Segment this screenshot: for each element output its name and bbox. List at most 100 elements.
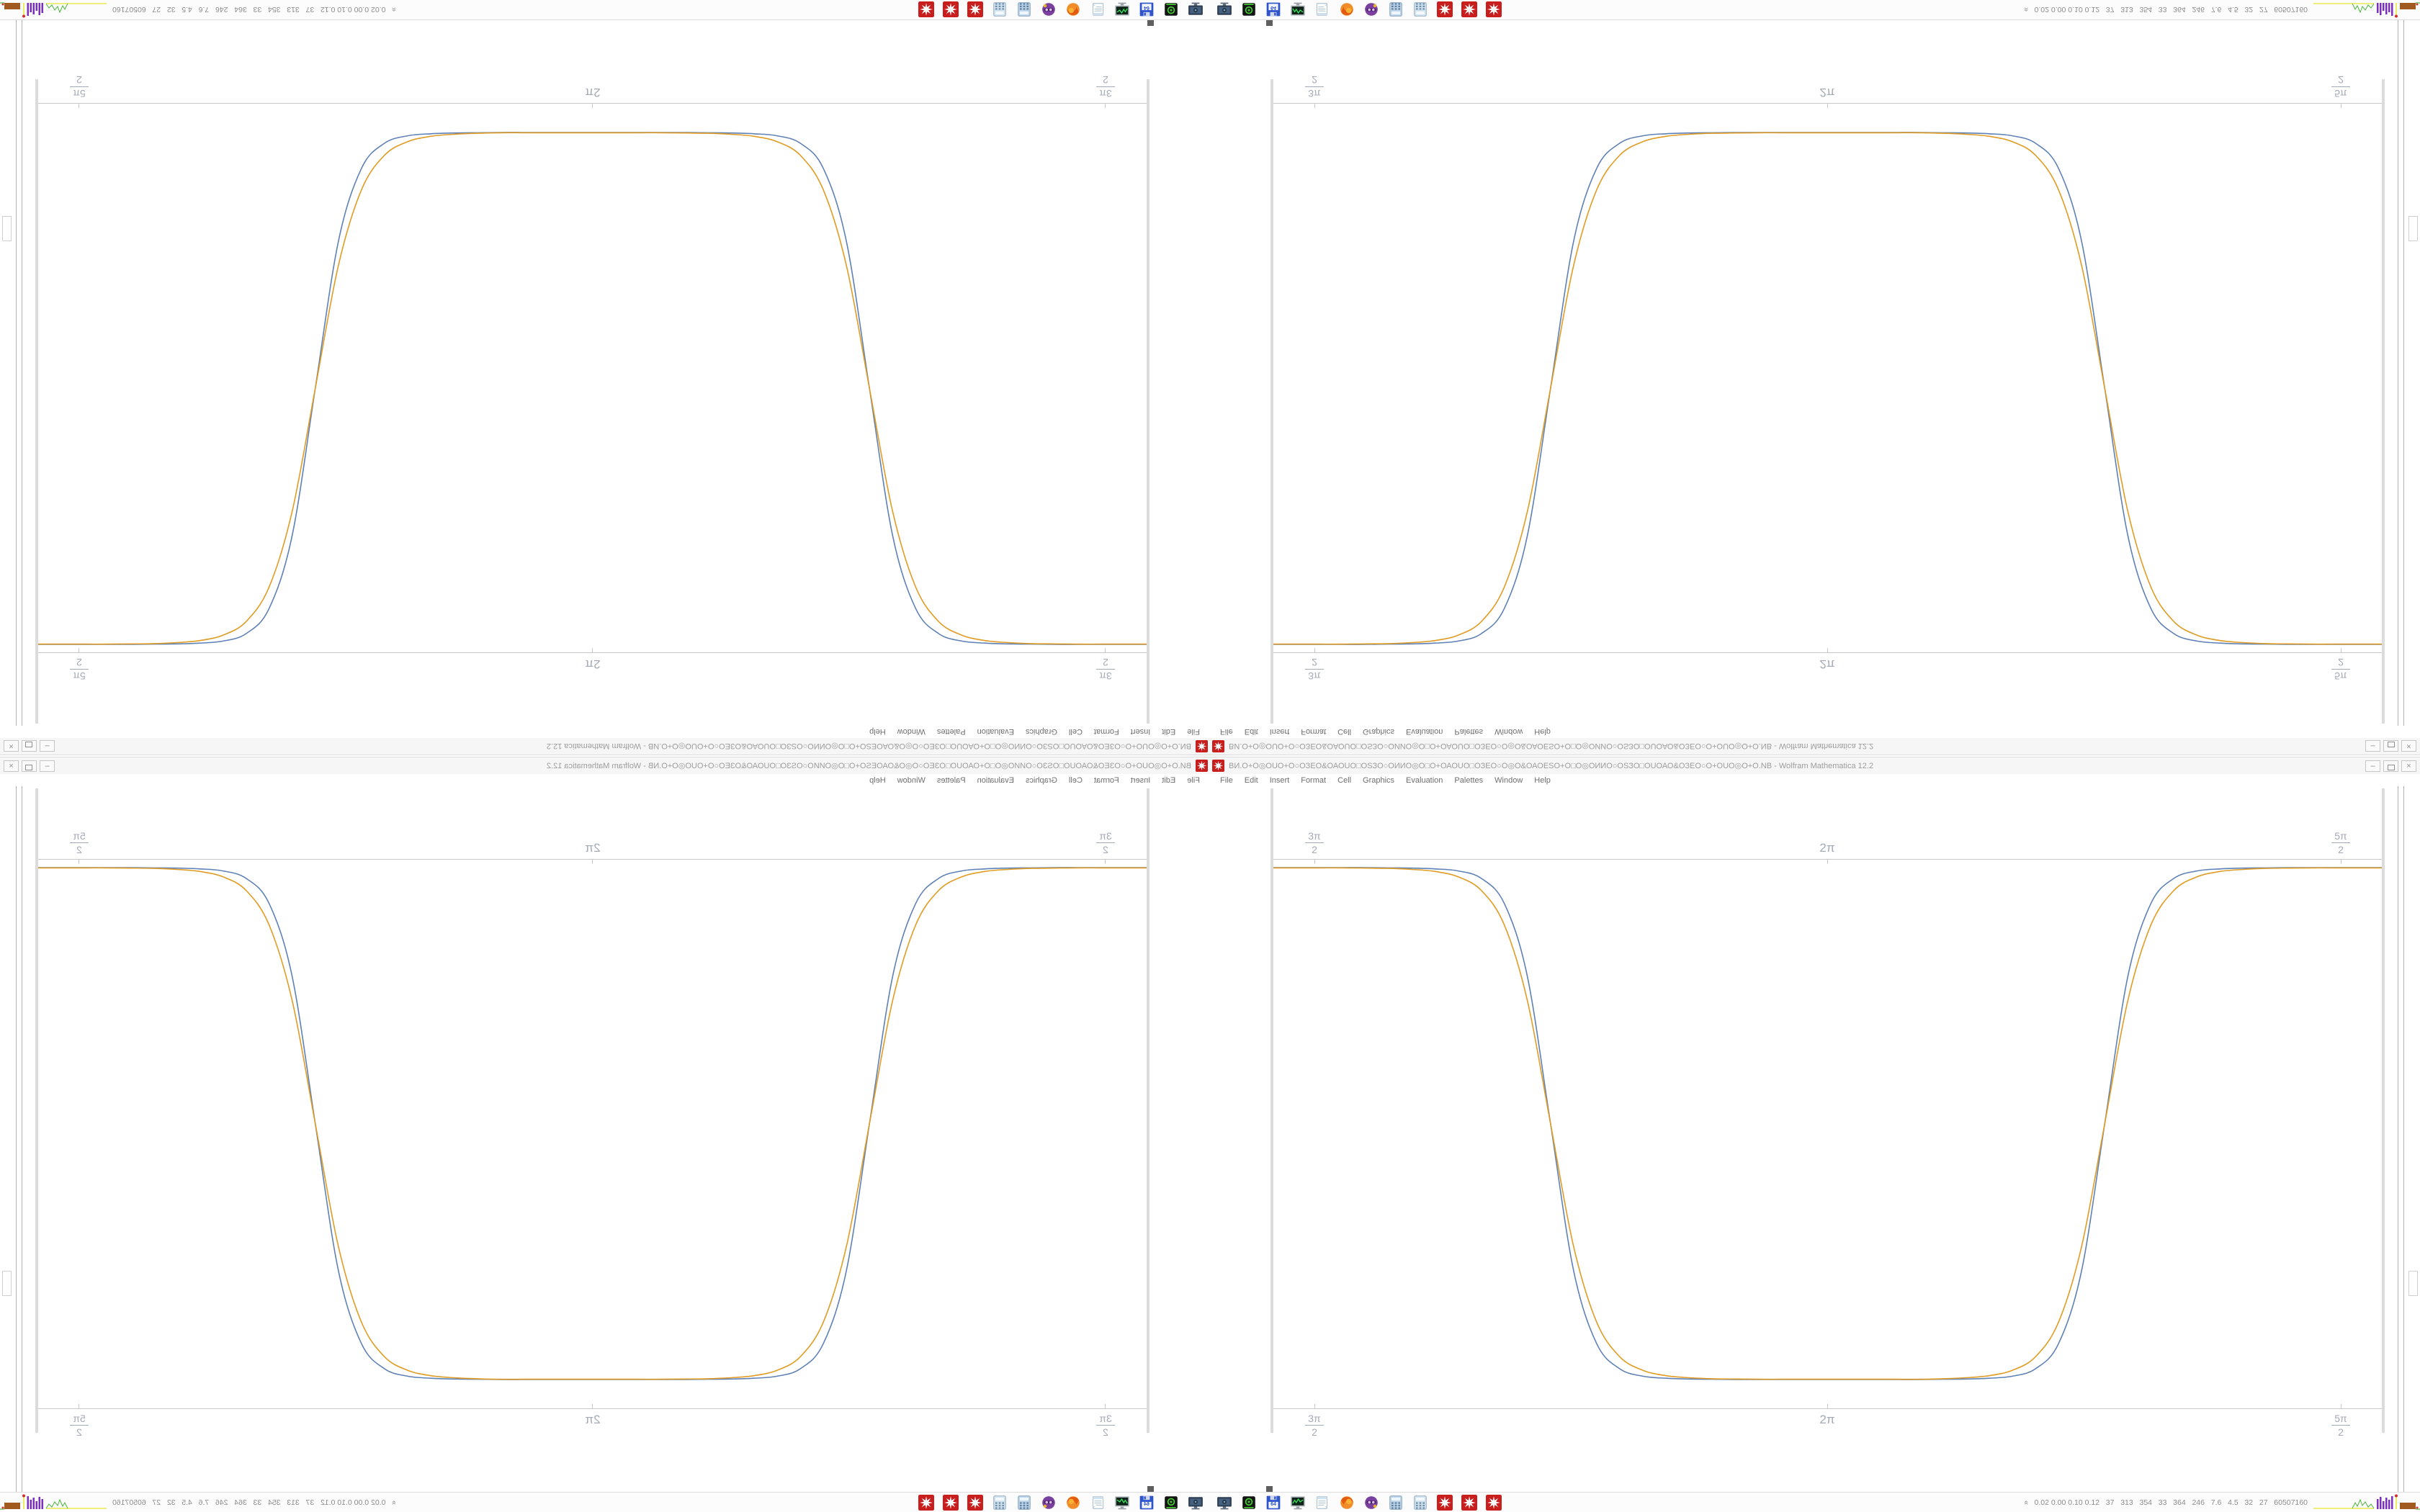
restore-button[interactable] bbox=[22, 740, 37, 752]
menu-file[interactable]: File bbox=[1220, 727, 1233, 736]
calculator-icon[interactable] bbox=[1016, 1495, 1032, 1511]
menu-palettes[interactable]: Palettes bbox=[936, 776, 966, 785]
menu-evaluation[interactable]: Evaluation bbox=[977, 776, 1014, 785]
window-titlebar[interactable]: ВИ.О+О◎ОUО+О○ОЗЕО&ОАОUО□ОЅЗО○ОИИО◎О□О+ОА… bbox=[1210, 738, 2420, 755]
menu-cell[interactable]: Cell bbox=[1337, 776, 1352, 785]
menu-format[interactable]: Format bbox=[1301, 727, 1327, 736]
vertical-scrollbar-thumb[interactable] bbox=[2408, 216, 2418, 241]
c64-floppy-icon[interactable]: 64 bbox=[1265, 1495, 1281, 1511]
vertical-scrollbar-thumb[interactable] bbox=[2, 1271, 12, 1296]
window-titlebar[interactable]: ВИ.О+О◎ОUО+О○ОЗЕО&ОАОUО□ОЅЗО○ОИИО◎О□О+ОА… bbox=[0, 738, 1210, 755]
mathematica-1-icon[interactable] bbox=[967, 1, 983, 18]
menu-window[interactable]: Window bbox=[1494, 776, 1523, 785]
close-button[interactable]: × bbox=[4, 740, 19, 752]
menu-help[interactable]: Help bbox=[1534, 727, 1551, 736]
menu-graphics[interactable]: Graphics bbox=[1025, 727, 1057, 736]
purple-avatar-icon[interactable] bbox=[1363, 2, 1379, 18]
menu-window[interactable]: Window bbox=[1494, 727, 1523, 736]
notepad-icon[interactable] bbox=[1314, 2, 1330, 18]
system-monitor-icon[interactable] bbox=[1114, 1495, 1130, 1511]
menu-evaluation[interactable]: Evaluation bbox=[1406, 776, 1443, 785]
menu-help[interactable]: Help bbox=[1534, 776, 1551, 785]
menu-window[interactable]: Window bbox=[897, 727, 926, 736]
mathematica-3-icon[interactable] bbox=[918, 1, 934, 18]
mathematica-2-icon[interactable] bbox=[943, 1, 959, 18]
mathematica-2-icon[interactable] bbox=[1461, 1494, 1477, 1511]
calculator-alt-icon[interactable] bbox=[1412, 2, 1428, 18]
menu-insert[interactable]: Insert bbox=[1269, 727, 1290, 736]
restore-button[interactable] bbox=[22, 760, 37, 772]
calculator-alt-icon[interactable] bbox=[992, 2, 1008, 18]
menu-format[interactable]: Format bbox=[1301, 776, 1327, 785]
menu-file[interactable]: File bbox=[1220, 776, 1233, 785]
menu-window[interactable]: Window bbox=[897, 776, 926, 785]
menu-evaluation[interactable]: Evaluation bbox=[1406, 727, 1443, 736]
mathematica-3-icon[interactable] bbox=[918, 1494, 934, 1511]
emulator-device-icon[interactable] bbox=[1163, 1495, 1179, 1511]
menu-palettes[interactable]: Palettes bbox=[1454, 776, 1484, 785]
menu-graphics[interactable]: Graphics bbox=[1363, 776, 1395, 785]
menu-edit[interactable]: Edit bbox=[1244, 727, 1258, 736]
restore-button[interactable] bbox=[2383, 760, 2398, 772]
menu-cell[interactable]: Cell bbox=[1068, 776, 1083, 785]
calculator-icon[interactable] bbox=[1016, 2, 1032, 18]
firefox-icon[interactable] bbox=[1339, 2, 1355, 18]
close-button[interactable]: × bbox=[4, 760, 19, 772]
calculator-icon[interactable] bbox=[1388, 1495, 1404, 1511]
menu-help[interactable]: Help bbox=[869, 776, 886, 785]
mathematica-2-icon[interactable] bbox=[943, 1494, 959, 1511]
c64-floppy-icon[interactable]: 64 bbox=[1139, 1495, 1155, 1511]
window-titlebar[interactable]: ВИ.О+О◎ОUО+О○ОЗЕО&ОАОUО□ОЅЗО○ОИИО◎О□О+ОА… bbox=[1210, 757, 2420, 774]
mathematica-3-icon[interactable] bbox=[1486, 1, 1502, 18]
firefox-icon[interactable] bbox=[1339, 1495, 1355, 1511]
minimize-button[interactable]: – bbox=[40, 740, 55, 752]
firefox-icon[interactable] bbox=[1065, 2, 1081, 18]
menu-palettes[interactable]: Palettes bbox=[936, 727, 966, 736]
calculator-icon[interactable] bbox=[1388, 2, 1404, 18]
menu-insert[interactable]: Insert bbox=[1130, 776, 1151, 785]
menu-file[interactable]: File bbox=[1187, 727, 1200, 736]
system-monitor-icon[interactable] bbox=[1114, 2, 1130, 18]
menu-graphics[interactable]: Graphics bbox=[1363, 727, 1395, 736]
menu-edit[interactable]: Edit bbox=[1162, 727, 1176, 736]
emulator-device-icon[interactable] bbox=[1241, 1495, 1257, 1511]
screenshot-tool-icon[interactable] bbox=[1188, 2, 1204, 18]
menu-graphics[interactable]: Graphics bbox=[1025, 776, 1057, 785]
mathematica-1-icon[interactable] bbox=[967, 1494, 983, 1511]
minimize-button[interactable]: – bbox=[2365, 760, 2380, 772]
minimize-button[interactable]: – bbox=[2365, 740, 2380, 752]
menu-file[interactable]: File bbox=[1187, 776, 1200, 785]
calculator-alt-icon[interactable] bbox=[1412, 1495, 1428, 1511]
menu-format[interactable]: Format bbox=[1093, 727, 1119, 736]
purple-avatar-icon[interactable] bbox=[1041, 1495, 1057, 1511]
purple-avatar-icon[interactable] bbox=[1041, 2, 1057, 18]
vertical-scrollbar-thumb[interactable] bbox=[2, 216, 12, 241]
vertical-scrollbar-thumb[interactable] bbox=[2408, 1271, 2418, 1296]
minimize-button[interactable]: – bbox=[40, 760, 55, 772]
menu-cell[interactable]: Cell bbox=[1337, 727, 1352, 736]
menu-format[interactable]: Format bbox=[1093, 776, 1119, 785]
emulator-device-icon[interactable] bbox=[1241, 2, 1257, 18]
menu-cell[interactable]: Cell bbox=[1068, 727, 1083, 736]
screenshot-tool-icon[interactable] bbox=[1188, 1495, 1204, 1511]
purple-avatar-icon[interactable] bbox=[1363, 1495, 1379, 1511]
firefox-icon[interactable] bbox=[1065, 1495, 1081, 1511]
window-titlebar[interactable]: ВИ.О+О◎ОUО+О○ОЗЕО&ОАОUО□ОЅЗО○ОИИО◎О□О+ОА… bbox=[0, 757, 1210, 774]
close-button[interactable]: × bbox=[2401, 760, 2416, 772]
system-monitor-icon[interactable] bbox=[1290, 2, 1306, 18]
system-monitor-icon[interactable] bbox=[1290, 1495, 1306, 1511]
mathematica-2-icon[interactable] bbox=[1461, 1, 1477, 18]
c64-floppy-icon[interactable]: 64 bbox=[1139, 2, 1155, 18]
mathematica-1-icon[interactable] bbox=[1437, 1, 1453, 18]
emulator-device-icon[interactable] bbox=[1163, 2, 1179, 18]
mathematica-3-icon[interactable] bbox=[1486, 1494, 1502, 1511]
screenshot-tool-icon[interactable] bbox=[1216, 2, 1232, 18]
notepad-icon[interactable] bbox=[1314, 1495, 1330, 1511]
close-button[interactable]: × bbox=[2401, 740, 2416, 752]
menu-insert[interactable]: Insert bbox=[1130, 727, 1151, 736]
menu-evaluation[interactable]: Evaluation bbox=[977, 727, 1014, 736]
menu-insert[interactable]: Insert bbox=[1269, 776, 1290, 785]
menu-palettes[interactable]: Palettes bbox=[1454, 727, 1484, 736]
restore-button[interactable] bbox=[2383, 740, 2398, 752]
screenshot-tool-icon[interactable] bbox=[1216, 1495, 1232, 1511]
